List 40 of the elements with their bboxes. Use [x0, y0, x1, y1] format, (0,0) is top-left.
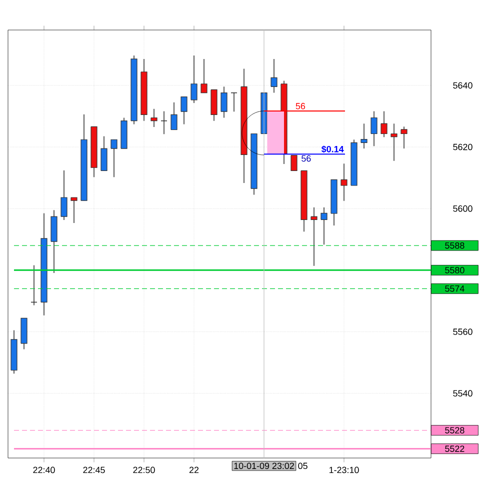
candlestick — [390, 123, 398, 162]
x-tick-label: 1-23:10 — [329, 466, 359, 474]
candlestick — [150, 108, 158, 128]
y-tick-label: 5560 — [453, 328, 472, 335]
candlestick — [100, 136, 108, 172]
candlestick — [60, 170, 68, 220]
text: 10-01-09 23:02 — [234, 462, 294, 470]
annotation: 56 — [302, 155, 311, 162]
annotation: 56 — [296, 102, 306, 110]
ref-line-label: 5528 — [445, 427, 464, 434]
ref-line-label: 5522 — [445, 446, 464, 452]
candlestick — [310, 206, 318, 266]
candlestick — [380, 110, 388, 138]
candlestick — [370, 110, 378, 146]
candlestick — [290, 155, 298, 172]
text: 05 — [298, 462, 308, 470]
ref-line-label: 5588 — [445, 242, 464, 249]
candlestick — [200, 58, 208, 94]
candlestick — [220, 86, 228, 118]
ref-line-label: 5574 — [445, 286, 464, 292]
y-tick-label: 5640 — [453, 82, 472, 89]
y-tick-label: 5620 — [453, 144, 472, 150]
y-tick-label: 5600 — [453, 205, 472, 212]
candlestick — [270, 58, 278, 94]
x-tick-label: 22:40 — [33, 466, 55, 474]
candlestick — [170, 102, 178, 130]
ref-line-label: 5580 — [445, 266, 464, 274]
x-tick-label: 22:45 — [83, 466, 105, 474]
candlestick — [400, 126, 408, 149]
candlestick — [110, 139, 118, 178]
candlestick — [340, 163, 348, 202]
candlestick — [70, 197, 78, 224]
y-tick-label: 5540 — [453, 390, 472, 397]
x-tick-label: 22 — [189, 466, 199, 474]
annotation: $0.14 — [321, 146, 344, 153]
candlestick — [360, 123, 368, 149]
candlestick — [320, 206, 328, 246]
x-tick-label: 22:50 — [133, 466, 155, 474]
candlestick — [180, 96, 188, 125]
candlestick — [190, 55, 198, 104]
